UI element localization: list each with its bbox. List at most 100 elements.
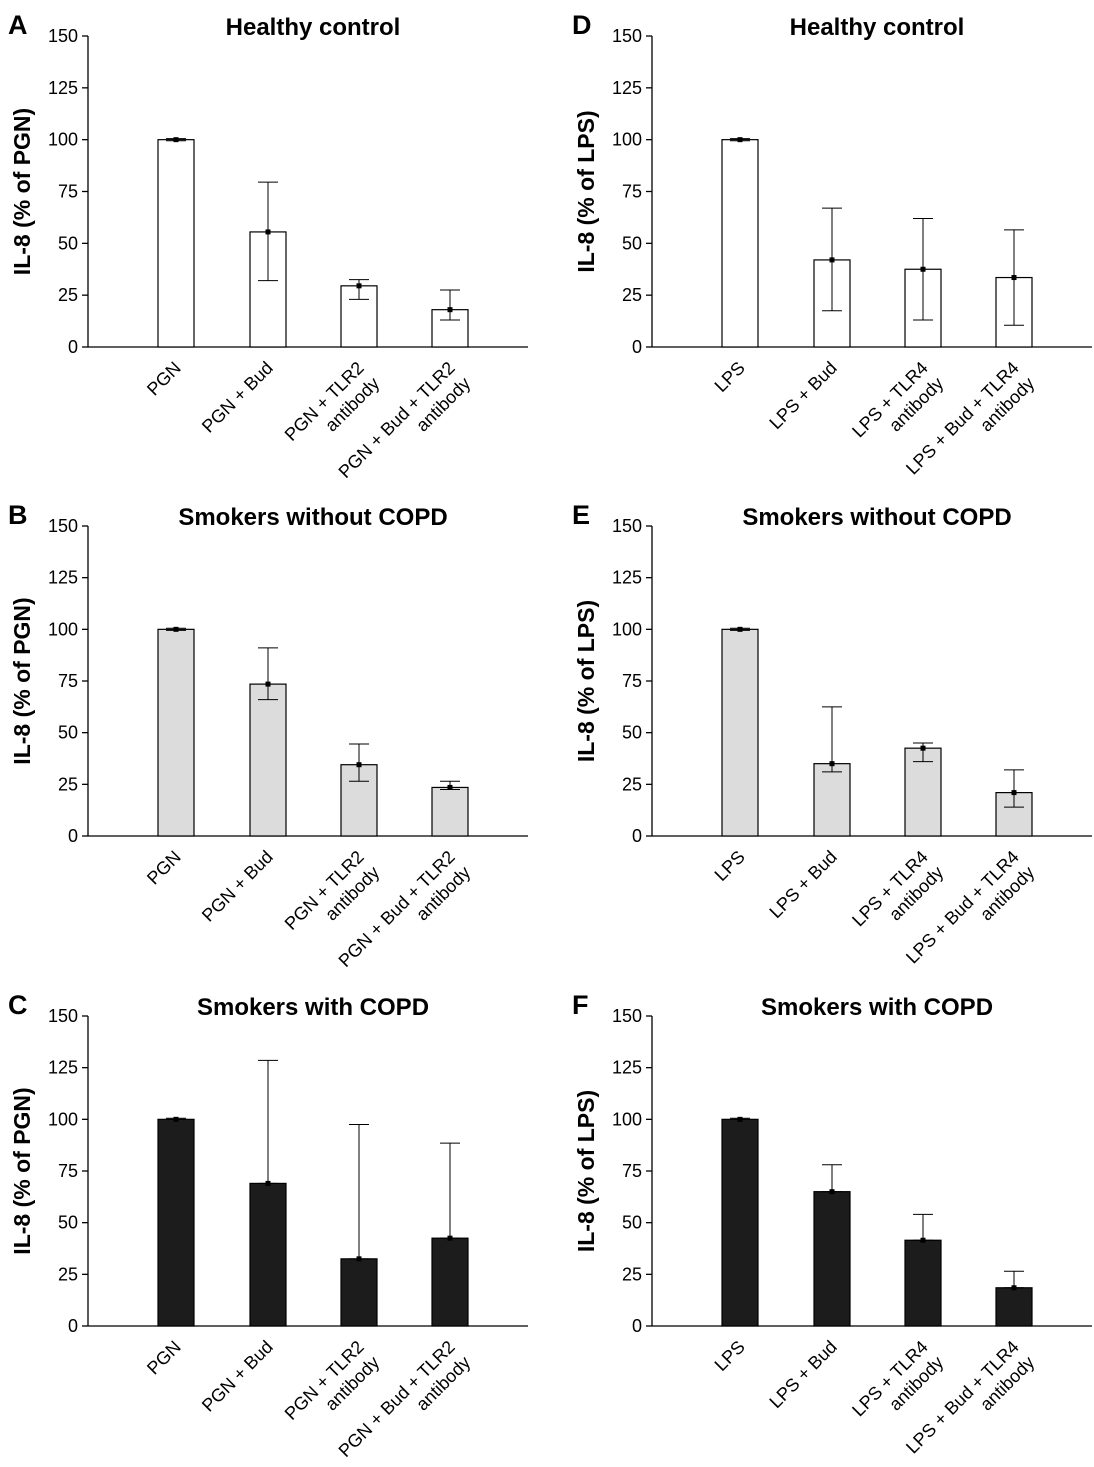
chart-1-ytick-label: 75	[58, 671, 78, 691]
chart-3-mean-marker	[829, 257, 835, 263]
chart-4-ytick-label: 50	[622, 723, 642, 743]
chart-1-ytick-label: 125	[48, 568, 78, 588]
chart-4-mean-marker	[829, 761, 835, 767]
chart-0-mean-marker	[447, 307, 453, 313]
chart-1-ytick-label: 50	[58, 723, 78, 743]
chart-2-category-label-line: PGN	[143, 1337, 185, 1379]
chart-2-category-label: PGN	[143, 1337, 185, 1379]
chart-4-mean-marker	[737, 626, 743, 632]
chart-5-ytick-label: 0	[632, 1316, 642, 1336]
chart-1-bar	[431, 786, 469, 837]
chart-1-ytick-label: 100	[48, 619, 78, 639]
chart-1-mean-marker	[265, 681, 271, 687]
chart-5-ytick-label: 25	[622, 1264, 642, 1284]
chart-2-title: Smokers with COPD	[197, 994, 429, 1021]
chart-4-category-label: LPS + Bud	[765, 847, 840, 922]
chart-1-bar	[157, 628, 195, 837]
chart-0-mean-marker	[265, 229, 271, 235]
chart-5-ytick-label: 100	[612, 1109, 642, 1129]
chart-1-ytick-label: 150	[48, 516, 78, 536]
chart-1-category-label-line: PGN	[143, 847, 185, 889]
chart-1-bar	[249, 683, 287, 837]
chart-5-category-label-line: LPS + Bud	[765, 1337, 840, 1412]
chart-1-category-label: PGN	[143, 847, 185, 889]
chart-3-category-label-line: LPS + Bud	[765, 358, 840, 433]
chart-3-ytick-label: 50	[622, 233, 642, 253]
chart-3-ytick-label: 150	[612, 26, 642, 46]
chart-1-title: Smokers without COPD	[178, 504, 447, 531]
chart-0-ytick-label: 50	[58, 233, 78, 253]
chart-5-mean-marker	[920, 1237, 926, 1243]
chart-5-ytick-label: 125	[612, 1058, 642, 1078]
chart-2-bar	[431, 1237, 469, 1327]
chart-2-ytick-label: 50	[58, 1213, 78, 1233]
chart-5-category-label: LPS + Bud	[765, 1337, 840, 1412]
chart-3-ytick-label: 0	[632, 337, 642, 357]
chart-5-title: Smokers with COPD	[761, 994, 993, 1021]
chart-4-ytick-label: 0	[632, 826, 642, 846]
chart-3-category-label: LPS + Bud	[765, 358, 840, 433]
chart-3-ytick-label: 25	[622, 285, 642, 305]
chart-0-mean-marker	[356, 283, 362, 289]
chart-2-bar	[157, 1118, 195, 1327]
chart-4-mean-marker	[1011, 790, 1017, 796]
chart-2-bar	[340, 1258, 378, 1327]
chart-3-mean-marker	[737, 137, 743, 143]
chart-1-ytick-label: 25	[58, 774, 78, 794]
chart-1-mean-marker	[356, 762, 362, 768]
chart-1-mean-marker	[447, 784, 453, 790]
chart-2-ylabel: IL-8 (% of PGN)	[9, 1087, 35, 1254]
chart-3-title: Healthy control	[790, 14, 965, 41]
chart-2-ytick-label: 125	[48, 1058, 78, 1078]
chart-5-bar	[904, 1239, 942, 1327]
chart-5-ytick-label: 150	[612, 1006, 642, 1026]
chart-1-ytick-label: 0	[68, 826, 78, 846]
chart-0-ytick-label: 25	[58, 285, 78, 305]
chart-2-ytick-label: 150	[48, 1006, 78, 1026]
chart-0-ytick-label: 150	[48, 26, 78, 46]
chart-5-mean-marker	[829, 1189, 835, 1195]
chart-0-bar	[157, 139, 195, 348]
chart-2-panel-letter: C	[8, 990, 28, 1020]
chart-0-category-label: PGN	[143, 358, 185, 400]
chart-5-bar	[721, 1118, 759, 1327]
chart-5-ytick-label: 50	[622, 1213, 642, 1233]
chart-4-category-label-line: LPS + Bud	[765, 847, 840, 922]
chart-0-category-label-line: PGN	[143, 358, 185, 400]
chart-3-ylabel: IL-8 (% of LPS)	[573, 110, 599, 272]
chart-0-mean-marker	[173, 137, 179, 143]
chart-4-mean-marker	[920, 745, 926, 751]
chart-2-ytick-label: 75	[58, 1161, 78, 1181]
chart-4-ytick-label: 75	[622, 671, 642, 691]
chart-0-panel-letter: A	[8, 10, 28, 40]
chart-2-mean-marker	[173, 1116, 179, 1122]
chart-4-ytick-label: 150	[612, 516, 642, 536]
chart-2-ytick-label: 0	[68, 1316, 78, 1336]
chart-2-ytick-label: 100	[48, 1109, 78, 1129]
chart-5-category-label: LPS	[711, 1337, 749, 1375]
chart-4-category-label: LPS	[711, 847, 749, 885]
chart-4-bar	[721, 628, 759, 837]
chart-1-category-label-line: PGN + Bud	[198, 847, 277, 926]
chart-3-panel-letter: D	[572, 10, 592, 40]
chart-2-mean-marker	[356, 1256, 362, 1262]
chart-2-category-label: PGN + Bud	[198, 1337, 277, 1416]
chart-3-ytick-label: 100	[612, 130, 642, 150]
chart-0-ytick-label: 75	[58, 182, 78, 202]
chart-4-ylabel: IL-8 (% of LPS)	[573, 600, 599, 762]
chart-5-panel-letter: F	[572, 990, 589, 1020]
chart-3-mean-marker	[920, 266, 926, 272]
chart-0-ytick-label: 125	[48, 78, 78, 98]
chart-1-category-label: PGN + Bud	[198, 847, 277, 926]
chart-4-ytick-label: 125	[612, 568, 642, 588]
chart-0-category-label: PGN + Bud	[198, 358, 277, 437]
chart-5-ytick-label: 75	[622, 1161, 642, 1181]
chart-3-category-label: LPS	[711, 358, 749, 396]
chart-1-panel-letter: B	[8, 500, 28, 530]
chart-0-ytick-label: 100	[48, 130, 78, 150]
chart-4-ytick-label: 100	[612, 619, 642, 639]
chart-5-category-label-line: LPS	[711, 1337, 749, 1375]
chart-5-bar	[813, 1191, 851, 1327]
chart-2-mean-marker	[265, 1180, 271, 1186]
chart-0-ytick-label: 0	[68, 337, 78, 357]
